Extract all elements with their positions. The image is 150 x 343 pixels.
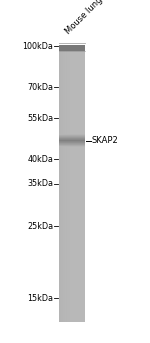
Bar — [60, 45, 61, 322]
Text: 35kDa: 35kDa — [27, 179, 53, 188]
Bar — [67, 45, 68, 322]
Text: 40kDa: 40kDa — [27, 155, 53, 164]
Text: SKAP2: SKAP2 — [92, 136, 119, 145]
Bar — [61, 45, 62, 322]
Bar — [64, 45, 65, 322]
Text: 25kDa: 25kDa — [27, 222, 53, 231]
Bar — [59, 45, 85, 322]
Text: 100kDa: 100kDa — [22, 42, 53, 51]
Bar — [71, 45, 72, 322]
Text: 70kDa: 70kDa — [27, 83, 53, 92]
Bar — [68, 45, 69, 322]
Bar — [59, 45, 60, 322]
Text: 15kDa: 15kDa — [27, 294, 53, 303]
Bar — [59, 45, 85, 51]
Bar — [65, 45, 66, 322]
Bar — [69, 45, 70, 322]
Bar — [63, 45, 64, 322]
Bar — [63, 45, 64, 322]
Bar — [61, 45, 62, 322]
Bar — [62, 45, 63, 322]
Text: Mouse lung: Mouse lung — [64, 0, 105, 36]
Bar — [66, 45, 67, 322]
Bar — [66, 45, 67, 322]
Bar — [70, 45, 71, 322]
Bar — [69, 45, 70, 322]
Text: 55kDa: 55kDa — [27, 114, 53, 123]
